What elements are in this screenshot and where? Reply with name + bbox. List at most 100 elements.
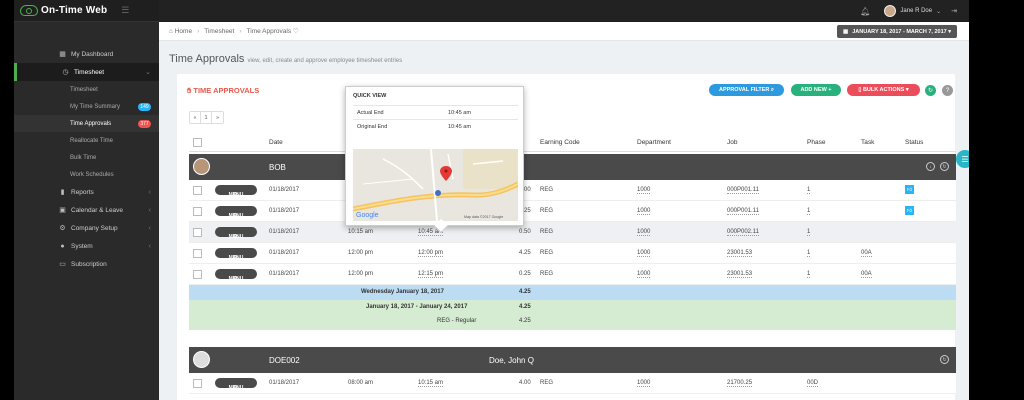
cell-phase[interactable]: 1 — [807, 250, 811, 257]
chevron-down-icon[interactable]: ⌄ — [936, 8, 942, 15]
cell-end[interactable]: 12:15 pm — [418, 271, 444, 278]
row-checkbox[interactable] — [193, 207, 202, 216]
quick-view-title: QUICK VIEW — [353, 93, 387, 99]
cell-job[interactable]: 23001.53 — [727, 250, 753, 257]
date-range-picker[interactable]: ▦ JANUARY 18, 2017 - MARCH 7, 2017 ▾ — [837, 25, 957, 38]
cell-dept[interactable]: 1000 — [637, 208, 651, 215]
cell-job[interactable]: 23001.53 — [727, 271, 753, 278]
sidebar-subitem-bulk-time[interactable]: Bulk Time — [14, 149, 159, 166]
sync-icon[interactable]: ↻ — [940, 355, 949, 364]
col-date[interactable]: Date — [269, 139, 283, 146]
pager-page[interactable]: 1 — [201, 112, 212, 123]
cell-dept[interactable]: 1000 — [637, 250, 651, 257]
table-row[interactable]: ⚙ MENU ⌄ 01/18/2017 12:00 pm 12:00 pm 4.… — [189, 243, 956, 264]
row-checkbox[interactable] — [193, 228, 202, 237]
cell-end[interactable]: 10:45 am — [418, 229, 444, 236]
pager-next[interactable]: » — [215, 114, 220, 121]
location-map[interactable]: Google Map data ©2017 Google — [353, 149, 518, 221]
cell-phase[interactable]: 1 — [807, 187, 811, 194]
col-job[interactable]: Job — [727, 139, 738, 146]
table-row[interactable]: ⚙ MENU ⌄ 01/18/2017 4.00 REG 1000 000P00… — [189, 180, 956, 201]
col-phase[interactable]: Phase — [807, 139, 826, 146]
sidebar-item-reports[interactable]: ▮ Reports ‹ — [14, 183, 159, 201]
refresh-button[interactable]: ↻ — [925, 85, 936, 96]
table-row[interactable]: ⚙ MENU ⌄ 01/18/2017 10:15 am 10:45 am 0.… — [189, 222, 956, 243]
cell-hours: 0.25 — [519, 208, 531, 214]
cell-task[interactable]: 00A — [861, 250, 872, 257]
sidebar-item-label: Reports — [71, 188, 94, 196]
cell-phase[interactable]: 1 — [807, 229, 811, 236]
table-row[interactable]: ⚙ MENU ⌄ 01/18/2017 12:00 pm 12:15 pm 0.… — [189, 264, 956, 285]
sidebar-subitem-reallocate-time[interactable]: Reallocate Time — [14, 132, 159, 149]
cell-dept[interactable]: 1000 — [637, 187, 651, 194]
approved-status-icon[interactable]: 👍︎ — [905, 206, 914, 215]
pager-prev[interactable]: « — [190, 112, 201, 123]
caret-down-icon: ▾ — [904, 87, 909, 93]
cell-job[interactable]: 000P001.11 — [727, 187, 759, 194]
col-status[interactable]: Status — [905, 139, 924, 146]
row-menu-button[interactable]: ⚙ MENU ⌄ — [215, 185, 257, 198]
cell-job[interactable]: 21700.25 — [727, 380, 753, 387]
user-name[interactable]: Jane R Doe — [900, 8, 933, 14]
row-checkbox[interactable] — [193, 186, 202, 195]
sidebar-item-company-setup[interactable]: ⚙ Company Setup ‹ — [14, 219, 159, 237]
heart-icon[interactable]: ♡ — [291, 28, 299, 35]
col-task[interactable]: Task — [861, 139, 875, 146]
bulk-actions-button[interactable]: ▯ BULK ACTIONS ▾ — [847, 84, 920, 96]
cell-date: 01/18/2017 — [269, 250, 300, 256]
logout-icon[interactable]: ⇥ — [951, 8, 957, 15]
row-menu-button[interactable]: ⚙ MENU ⌄ — [215, 269, 257, 282]
row-menu-button[interactable]: ⚙ MENU ⌄ — [215, 206, 257, 219]
row-checkbox[interactable] — [193, 249, 202, 258]
cell-dept[interactable]: 1000 — [637, 271, 651, 278]
quick-view-value: 10:45 am — [448, 124, 471, 130]
table-row[interactable]: ⚙ MENU ⌄ 01/18/2017 08:00 am 10:15 am 4.… — [189, 373, 956, 394]
cell-start: 12:00 pm — [348, 250, 374, 256]
avatar[interactable] — [884, 5, 897, 17]
sidebar-subitem-timesheet[interactable]: Timesheet — [14, 81, 159, 98]
sidebar-item-calendar[interactable]: ▣ Calendar & Leave ‹ — [14, 201, 159, 219]
cell-job[interactable]: 000P001.11 — [727, 208, 759, 215]
cell-phase[interactable]: 1 — [807, 271, 811, 278]
approval-filter-button[interactable]: APPROVAL FILTER ⌕ — [709, 84, 784, 96]
sync-icon[interactable]: ↻ — [940, 162, 949, 171]
row-checkbox[interactable] — [193, 270, 202, 279]
brand[interactable]: On-Time Web ☰ — [14, 0, 159, 22]
cell-dept[interactable]: 1000 — [637, 380, 651, 387]
row-menu-button[interactable]: ⚙ MENU ⌄ — [215, 378, 257, 391]
download-icon[interactable]: ↓ — [926, 162, 935, 171]
table-row[interactable]: ⚙ MENU ⌄ 01/18/2017 0.25 REG 1000 000P00… — [189, 201, 956, 222]
sidebar-item-subscription[interactable]: ▭ Subscription — [14, 255, 159, 273]
cell-dept[interactable]: 1000 — [637, 229, 651, 236]
sidebar-item-system[interactable]: ● System ‹ — [14, 237, 159, 255]
row-checkbox[interactable] — [193, 379, 202, 388]
col-earning-code[interactable]: Earning Code — [540, 139, 580, 146]
approved-status-icon[interactable]: 👍︎ — [905, 185, 914, 194]
cell-task[interactable]: 00D — [807, 380, 819, 387]
select-all-checkbox[interactable] — [193, 138, 202, 147]
bell-icon[interactable]: 🔔︎ — [860, 6, 871, 16]
cell-end[interactable]: 10:15 am — [418, 380, 444, 387]
day-summary-label: Wednesday January 18, 2017 — [361, 289, 444, 295]
sidebar-subitem-time-approvals[interactable]: Time Approvals 377 — [14, 115, 159, 132]
cell-job[interactable]: 000P002.11 — [727, 229, 759, 236]
breadcrumb-home[interactable]: Home — [174, 27, 193, 35]
cogs-icon: ⚙ — [59, 225, 66, 232]
add-new-button[interactable]: ADD NEW + — [791, 84, 841, 96]
sidebar-item-dashboard[interactable]: ▦ My Dashboard — [14, 45, 159, 63]
avatar — [193, 158, 210, 175]
menu-toggle-icon[interactable]: ☰ — [121, 5, 130, 15]
row-menu-button[interactable]: ⚙ MENU ⌄ — [215, 248, 257, 261]
help-button[interactable]: ? — [942, 85, 953, 96]
cell-end[interactable]: 12:00 pm — [418, 250, 444, 257]
side-panel-toggle-button[interactable]: ☰ — [956, 150, 969, 168]
sidebar-item-timesheet[interactable]: ◷ Timesheet ⌄ — [14, 63, 159, 81]
cell-task[interactable]: 00A — [861, 271, 872, 278]
sidebar-subitem-my-time-summary[interactable]: My Time Summary 149 — [14, 98, 159, 115]
cell-phase[interactable]: 1 — [807, 208, 811, 215]
col-department[interactable]: Department — [637, 139, 671, 146]
row-menu-button[interactable]: ⚙ MENU ⌄ — [215, 227, 257, 240]
home-icon[interactable]: ⌂ — [169, 27, 175, 35]
sidebar-subitem-work-schedules[interactable]: Work Schedules — [14, 166, 159, 183]
breadcrumb-section[interactable]: Timesheet — [204, 27, 235, 35]
